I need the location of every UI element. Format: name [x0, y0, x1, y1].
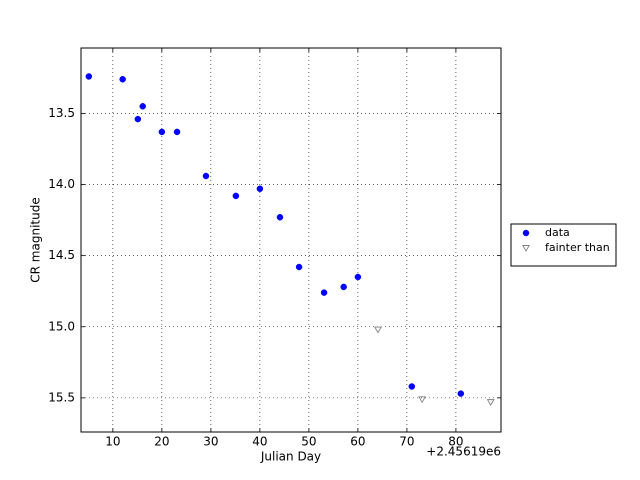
data-point [119, 76, 126, 83]
legend-marker [522, 245, 530, 252]
data-point [173, 128, 181, 136]
x-tick-label: 70 [399, 435, 414, 449]
x-axis-label: Julian Day [260, 450, 321, 464]
legend-label: data [545, 226, 570, 239]
plot-frame [80, 47, 502, 433]
y-tick-label: 13.5 [48, 106, 75, 120]
data-point [232, 192, 240, 200]
y-axis-label: CR magnitude [29, 197, 43, 282]
x-tick-label: 80 [448, 435, 463, 449]
x-tick-label: 40 [252, 435, 267, 449]
data-point [320, 289, 328, 296]
data-point [139, 103, 147, 110]
legend-label: fainter than [545, 241, 610, 254]
y-tick-label: 14.0 [48, 177, 75, 191]
data-point [134, 115, 142, 123]
x-offset-label: +2.45619e6 [426, 445, 501, 459]
data-point [457, 390, 465, 397]
data-point [295, 263, 303, 271]
x-tick-label: 60 [350, 435, 365, 449]
data-point [486, 399, 495, 407]
data-point [354, 273, 362, 281]
data-point [85, 73, 93, 80]
x-tick-label: 30 [203, 435, 218, 449]
data-point [374, 326, 382, 334]
data-point [256, 185, 264, 193]
data-point [340, 283, 347, 291]
data-point [202, 172, 210, 180]
x-tick-label: 20 [154, 435, 169, 449]
y-tick-label: 15.0 [48, 319, 75, 333]
y-tick-label: 14.5 [48, 248, 75, 262]
data-point [418, 396, 427, 404]
data-point [158, 128, 166, 136]
y-tick-label: 15.5 [48, 390, 75, 404]
x-tick-label: 10 [105, 435, 120, 449]
data-point [408, 383, 416, 390]
data-point [276, 213, 284, 221]
legend-marker [522, 229, 530, 237]
legend-box [510, 223, 617, 267]
x-tick-label: 50 [301, 435, 316, 449]
